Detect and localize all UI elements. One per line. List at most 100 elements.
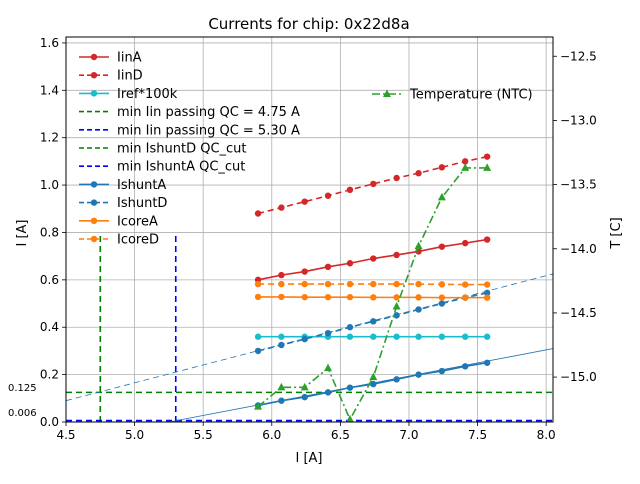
y2-tick-label: −13.0 <box>560 113 597 127</box>
data-point <box>370 281 376 287</box>
data-point <box>347 334 353 340</box>
legend-entry: min IshuntD QC_cut <box>79 142 247 157</box>
temperature-point <box>324 364 332 372</box>
data-point <box>278 397 284 403</box>
annotation-0006: 0.006 <box>8 408 37 419</box>
data-point <box>255 281 261 287</box>
legend-entry: IcoreA <box>79 214 158 229</box>
data-point <box>255 294 261 300</box>
legend-label: IcoreA <box>117 214 158 229</box>
y2-tick-label: −12.5 <box>560 49 597 63</box>
data-point <box>462 363 468 369</box>
y-axis-label: I [A] <box>15 219 30 246</box>
y2-tick-label: −15.0 <box>560 370 597 384</box>
legend-entry: min IshuntA QC_cut <box>79 160 245 175</box>
data-point <box>393 376 399 382</box>
data-point <box>484 236 490 242</box>
data-point <box>462 281 468 287</box>
legend-swatch-marker <box>91 90 97 96</box>
y2-axis-label: T [C] <box>609 217 624 249</box>
legend-entry: IinA <box>79 51 142 66</box>
x-tick-label: 7.0 <box>399 428 418 442</box>
data-point <box>347 187 353 193</box>
x-tick-label: 6.5 <box>331 428 350 442</box>
legend-swatch-marker <box>91 181 97 187</box>
data-point <box>393 312 399 318</box>
legend-label: min Iin passing QC = 4.75 A <box>117 105 300 120</box>
data-point <box>462 240 468 246</box>
y-tick-label: 0.8 <box>40 225 59 239</box>
data-point <box>393 175 399 181</box>
data-point <box>370 255 376 261</box>
y-tick-label: 1.2 <box>40 131 59 145</box>
data-point <box>439 368 445 374</box>
data-point <box>325 264 331 270</box>
data-point <box>301 336 307 342</box>
legend-label: IinA <box>117 51 142 66</box>
data-point <box>278 272 284 278</box>
chart-title: Currents for chip: 0x22d8a <box>208 15 409 33</box>
data-point <box>370 334 376 340</box>
data-point <box>347 324 353 330</box>
legend-swatch-marker <box>91 236 97 242</box>
legend-entry: IshuntA <box>79 178 166 193</box>
data-point <box>301 394 307 400</box>
legend-label: min IshuntD QC_cut <box>117 142 247 157</box>
legend: IinA IinD Iref*100k min Iin passing QC = 4.… <box>79 51 533 248</box>
data-point <box>301 198 307 204</box>
data-point <box>325 193 331 199</box>
y2-tick-label: −14.5 <box>560 306 597 320</box>
legend-entry: IcoreD <box>79 233 159 248</box>
data-point <box>370 294 376 300</box>
data-point <box>301 294 307 300</box>
data-point <box>484 334 490 340</box>
data-point <box>439 300 445 306</box>
data-point <box>439 281 445 287</box>
data-point <box>393 281 399 287</box>
data-point <box>278 294 284 300</box>
legend-label: min IshuntA QC_cut <box>117 160 245 175</box>
data-point <box>415 371 421 377</box>
x-tick-label: 7.5 <box>468 428 487 442</box>
annotation-0125: 0.125 <box>8 383 37 394</box>
y2-tick-label: −13.5 <box>560 178 597 192</box>
data-point <box>415 281 421 287</box>
y-tick-label: 1.6 <box>40 36 59 50</box>
x-tick-label: 6.0 <box>262 428 281 442</box>
data-point <box>370 181 376 187</box>
legend-label: IshuntD <box>117 196 167 211</box>
data-point <box>415 334 421 340</box>
data-point <box>301 281 307 287</box>
data-point <box>325 389 331 395</box>
data-point <box>255 334 261 340</box>
legend-swatch-marker <box>91 54 97 60</box>
data-point <box>347 260 353 266</box>
x-tick-label: 4.5 <box>56 428 75 442</box>
x-tick-label: 8.0 <box>537 428 556 442</box>
legend-swatch-marker <box>91 199 97 205</box>
legend-swatch-marker <box>91 218 97 224</box>
data-point <box>484 281 490 287</box>
plot-data <box>66 153 553 422</box>
legend-entry: min Iin passing QC = 4.75 A <box>79 105 300 120</box>
x-axis-label: I [A] <box>295 451 322 466</box>
data-point <box>255 210 261 216</box>
legend-entry: min Iin passing QC = 5.30 A <box>79 123 300 138</box>
legend-entry: Iref*100k <box>79 87 178 102</box>
data-point <box>462 294 468 300</box>
data-point <box>278 281 284 287</box>
data-point <box>439 334 445 340</box>
y2-tick-label: −14.0 <box>560 242 597 256</box>
legend-entry: IinD <box>79 69 143 84</box>
data-point <box>484 153 490 159</box>
legend-label: IshuntA <box>117 178 166 193</box>
temperature-point <box>346 415 354 423</box>
data-point <box>278 342 284 348</box>
data-point <box>325 294 331 300</box>
data-point <box>255 348 261 354</box>
legend-label: IinD <box>117 69 143 84</box>
legend-label: Temperature (NTC) <box>409 88 533 103</box>
y-tick-label: 1.0 <box>40 178 59 192</box>
data-point <box>415 306 421 312</box>
